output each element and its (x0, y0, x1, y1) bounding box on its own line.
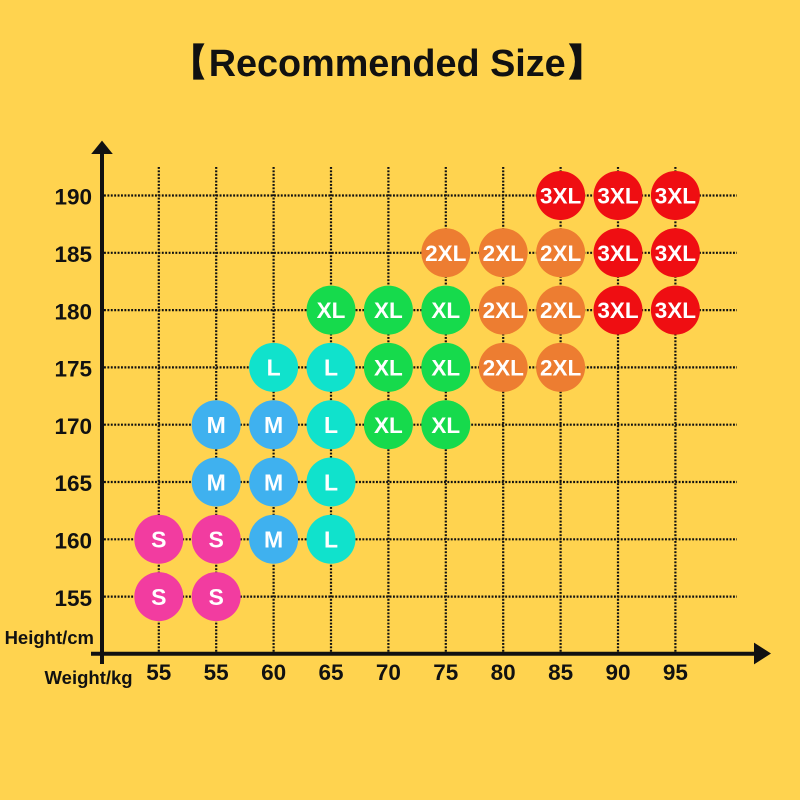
svg-text:2XL: 2XL (483, 298, 525, 323)
svg-text:L: L (324, 412, 338, 438)
svg-text:180: 180 (54, 299, 92, 324)
svg-text:L: L (324, 355, 338, 381)
svg-text:160: 160 (54, 529, 92, 554)
svg-text:3XL: 3XL (597, 298, 639, 323)
svg-text:M: M (207, 469, 226, 495)
svg-text:185: 185 (54, 242, 92, 267)
svg-text:Weight/kg: Weight/kg (45, 667, 133, 688)
svg-text:XL: XL (374, 298, 403, 323)
svg-text:165: 165 (54, 471, 92, 496)
svg-text:XL: XL (374, 356, 403, 381)
svg-text:XL: XL (317, 298, 346, 323)
svg-text:3XL: 3XL (597, 184, 639, 209)
svg-text:XL: XL (431, 356, 460, 381)
svg-text:3XL: 3XL (655, 184, 697, 209)
svg-text:3XL: 3XL (597, 241, 639, 266)
svg-text:2XL: 2XL (483, 241, 525, 266)
svg-text:XL: XL (431, 413, 460, 438)
svg-text:M: M (207, 412, 226, 438)
svg-text:170: 170 (54, 414, 92, 439)
svg-text:70: 70 (376, 660, 401, 685)
svg-text:85: 85 (548, 660, 573, 685)
svg-text:M: M (264, 527, 283, 553)
svg-text:L: L (324, 469, 338, 495)
svg-text:3XL: 3XL (655, 241, 697, 266)
svg-text:90: 90 (605, 660, 630, 685)
svg-text:M: M (264, 412, 283, 438)
svg-text:2XL: 2XL (540, 298, 582, 323)
svg-text:M: M (264, 469, 283, 495)
svg-text:XL: XL (431, 298, 460, 323)
svg-text:Height/cm: Height/cm (5, 627, 94, 648)
svg-text:Recommended Size: Recommended Size (209, 43, 566, 85)
svg-text:XL: XL (374, 413, 403, 438)
svg-text:75: 75 (433, 660, 458, 685)
svg-text:S: S (209, 584, 224, 610)
svg-text:190: 190 (54, 185, 92, 210)
svg-text:2XL: 2XL (483, 356, 525, 381)
svg-text:3XL: 3XL (540, 184, 582, 209)
svg-text:175: 175 (54, 357, 92, 382)
svg-text:55: 55 (146, 660, 171, 685)
svg-text:95: 95 (663, 660, 688, 685)
svg-text:2XL: 2XL (540, 241, 582, 266)
svg-text:3XL: 3XL (655, 298, 697, 323)
svg-text:2XL: 2XL (540, 356, 582, 381)
svg-text:S: S (209, 527, 224, 553)
svg-text:60: 60 (261, 660, 286, 685)
svg-text:80: 80 (491, 660, 516, 685)
svg-text:65: 65 (318, 660, 343, 685)
svg-text:S: S (151, 584, 166, 610)
svg-text:55: 55 (204, 660, 229, 685)
svg-text:S: S (151, 527, 166, 553)
svg-text:2XL: 2XL (425, 241, 467, 266)
svg-text:155: 155 (54, 586, 92, 611)
svg-text:L: L (324, 527, 338, 553)
svg-text:L: L (267, 355, 281, 381)
